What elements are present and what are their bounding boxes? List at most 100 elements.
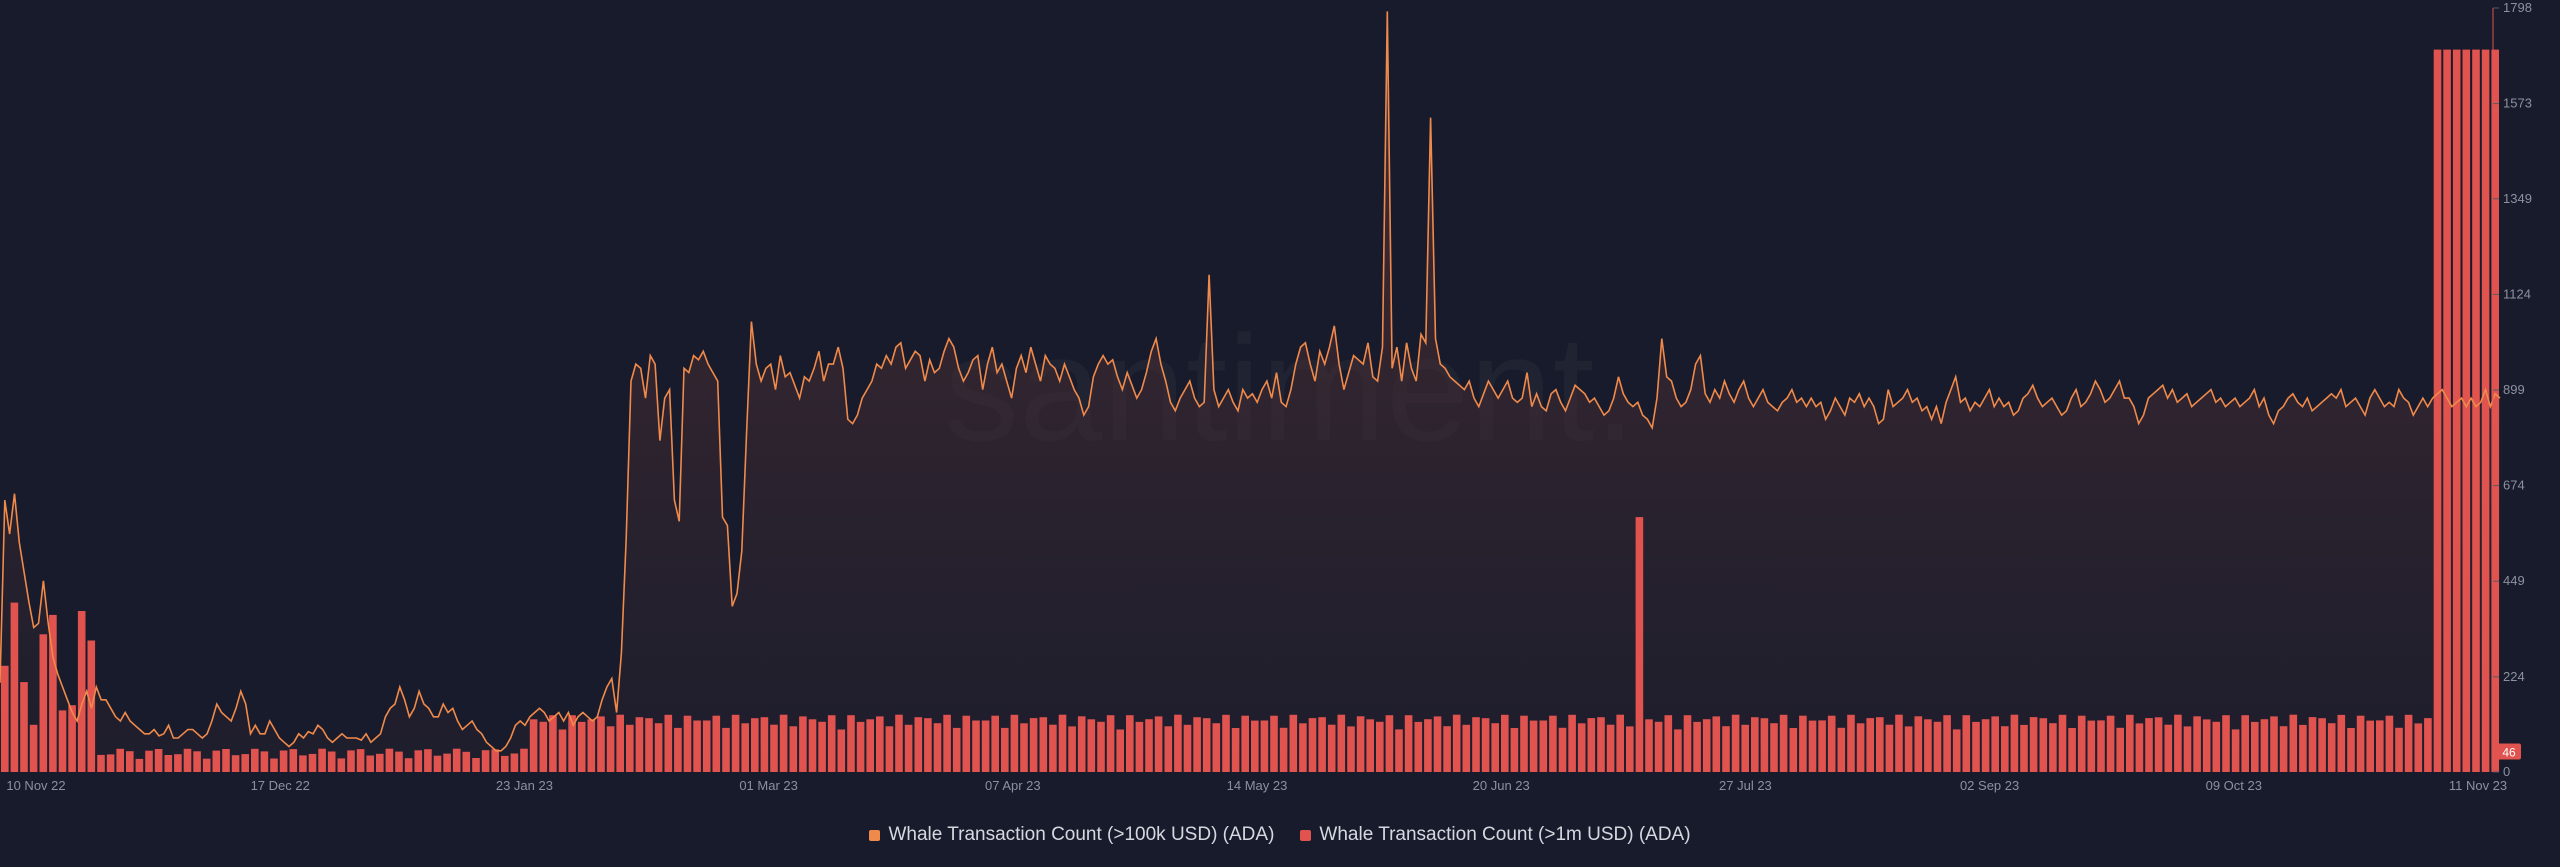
bar: [770, 724, 778, 772]
bar: [251, 748, 259, 772]
bar: [1308, 718, 1317, 772]
bar: [2251, 721, 2259, 772]
bar: [472, 758, 480, 772]
bar: [1635, 517, 1644, 772]
bar: [193, 751, 201, 772]
bar: [1260, 720, 1269, 772]
bar: [1164, 726, 1173, 772]
last-value-badge: [2497, 743, 2521, 760]
bar: [2481, 49, 2490, 773]
bar: [1818, 720, 1826, 772]
bar: [2337, 714, 2346, 772]
bar: [741, 723, 749, 772]
bar: [68, 705, 76, 772]
bar: [1270, 715, 1278, 772]
bar: [693, 720, 701, 772]
bar: [1606, 724, 1615, 772]
bar: [260, 751, 269, 772]
x-tick-label: 11 Nov 23: [2449, 778, 2507, 793]
bar: [2222, 715, 2230, 772]
bar: [1866, 718, 1874, 772]
y-tick-label: 1349: [2503, 191, 2532, 206]
bar: [1414, 721, 1423, 772]
bar: [270, 758, 278, 772]
bar: [991, 715, 999, 772]
bar: [2174, 714, 2182, 772]
bar: [626, 724, 634, 772]
bar: [972, 720, 980, 772]
bar: [49, 614, 57, 772]
bar: [1568, 714, 1576, 772]
bar: [1741, 724, 1749, 772]
bar: [1779, 714, 1788, 772]
y-tick-label: 899: [2503, 382, 2525, 397]
bar: [2010, 714, 2019, 772]
bar: [914, 717, 923, 772]
bar: [683, 715, 692, 772]
bar: [1501, 714, 1509, 772]
series-100k-line: [0, 11, 2501, 752]
bar: [1626, 726, 1634, 772]
bar: [1183, 724, 1192, 772]
bar: [2193, 716, 2201, 772]
bar: [2462, 49, 2471, 773]
bar: [654, 723, 663, 772]
bar: [2356, 715, 2365, 772]
bar: [702, 720, 711, 772]
bar: [135, 758, 144, 772]
bar: [1952, 729, 1961, 772]
bar: [2452, 49, 2461, 773]
bar: [558, 729, 567, 772]
bar: [318, 748, 326, 772]
bar: [539, 721, 548, 772]
bar: [395, 751, 403, 772]
bar: [597, 716, 605, 772]
bar: [2414, 723, 2423, 772]
y-tick-label: 1124: [2503, 286, 2531, 301]
bar: [1760, 718, 1769, 772]
bar: [779, 714, 788, 772]
y-tick-label: 1573: [2503, 96, 2532, 111]
bar: [1154, 716, 1163, 772]
bar: [327, 751, 336, 772]
bar: [1222, 714, 1230, 772]
bar: [1251, 720, 1259, 772]
bar: [520, 748, 528, 772]
y-tick-label: 0: [2503, 764, 2510, 779]
bar: [818, 721, 826, 772]
bar: [1587, 718, 1596, 772]
bar: [1577, 723, 1586, 772]
legend: Whale Transaction Count (>100k USD) (ADA…: [0, 820, 2560, 850]
bar: [1789, 728, 1798, 772]
bar: [606, 726, 615, 772]
bar: [904, 724, 913, 772]
bar: [1010, 714, 1019, 772]
bar: [231, 755, 240, 772]
bar: [1991, 716, 1999, 772]
bar: [1289, 714, 1298, 772]
bar: [1731, 714, 1740, 772]
bar: [1462, 724, 1471, 772]
bar: [2472, 49, 2480, 773]
bar: [462, 751, 471, 772]
bar: [856, 721, 865, 772]
x-tick-label: 23 Jan 23: [496, 778, 553, 793]
bar: [1433, 716, 1442, 772]
bar: [1597, 717, 1605, 772]
bar: [895, 714, 903, 772]
bar: [1972, 721, 1980, 772]
bar: [1751, 717, 1759, 772]
bar: [1299, 723, 1307, 772]
bar: [164, 755, 173, 772]
x-tick-label: 10 Nov 22: [6, 778, 65, 793]
legend-item-100k[interactable]: Whale Transaction Count (>100k USD) (ADA…: [869, 824, 1274, 846]
bar: [174, 754, 182, 772]
bar: [1645, 719, 1653, 772]
bar: [2433, 49, 2442, 773]
bar: [2068, 728, 2076, 772]
bar: [866, 719, 874, 772]
bar: [1058, 714, 1067, 772]
legend-item-1m[interactable]: Whale Transaction Count (>1m USD) (ADA): [1300, 824, 1691, 846]
y-tick-label: 224: [2503, 669, 2525, 684]
bar: [2116, 727, 2124, 772]
